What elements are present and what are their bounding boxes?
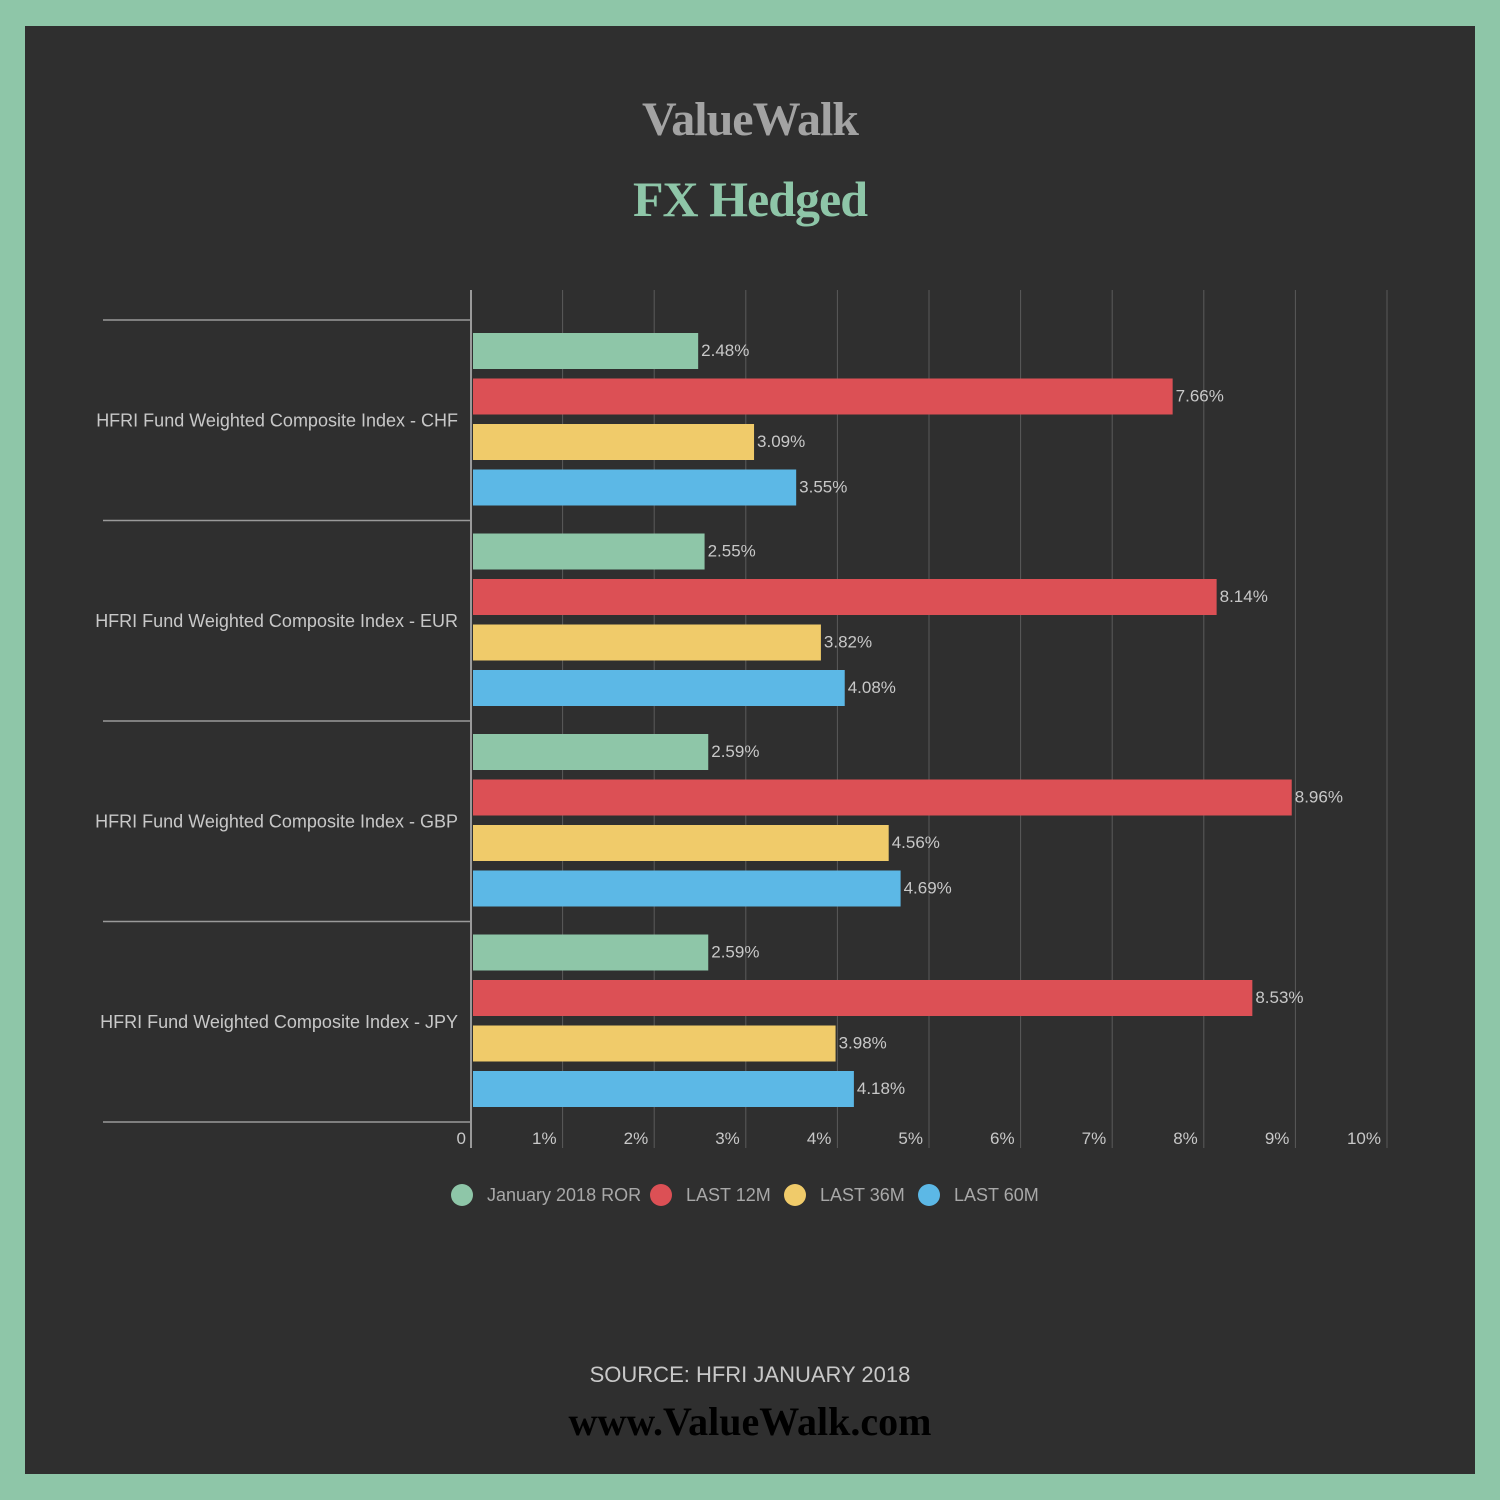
data-label: 4.18%	[857, 1079, 905, 1098]
legend-marker	[918, 1184, 940, 1206]
data-label: 8.96%	[1295, 788, 1343, 807]
legend-marker	[451, 1184, 473, 1206]
data-label: 8.53%	[1255, 988, 1303, 1007]
bar	[473, 980, 1253, 1016]
data-label: 8.14%	[1220, 587, 1268, 606]
data-label: 2.55%	[708, 542, 756, 561]
data-label: 3.55%	[799, 478, 847, 497]
x-tick-label: 2%	[624, 1129, 649, 1148]
x-tick-label: 0	[457, 1129, 466, 1148]
x-tick-label: 1%	[532, 1129, 557, 1148]
data-label: 3.82%	[824, 633, 872, 652]
legend-label: January 2018 ROR	[487, 1185, 641, 1205]
legend-marker	[784, 1184, 806, 1206]
bar	[473, 333, 699, 369]
bar	[473, 1025, 836, 1062]
bar	[473, 825, 889, 861]
legend-label: LAST 36M	[820, 1185, 905, 1205]
bar	[473, 424, 755, 460]
category-label: HFRI Fund Weighted Composite Index - EUR	[95, 611, 458, 631]
legend-label: LAST 60M	[954, 1185, 1039, 1205]
website-url: www.ValueWalk.com	[568, 1399, 932, 1444]
category-label: HFRI Fund Weighted Composite Index - CHF	[96, 410, 458, 430]
x-tick-label: 5%	[898, 1129, 923, 1148]
data-label: 2.59%	[711, 742, 759, 761]
data-label: 3.98%	[839, 1034, 887, 1053]
source-note: SOURCE: HFRI JANUARY 2018	[589, 1362, 911, 1387]
x-tick-label: 10%	[1347, 1129, 1381, 1148]
data-label: 7.66%	[1176, 387, 1224, 406]
data-label: 4.08%	[848, 678, 896, 697]
bar	[473, 378, 1173, 415]
x-tick-label: 4%	[807, 1129, 832, 1148]
bar	[473, 533, 705, 570]
data-label: 2.48%	[701, 341, 749, 360]
bar	[473, 670, 845, 706]
category-label: HFRI Fund Weighted Composite Index - GBP	[95, 811, 458, 831]
x-tick-label: 6%	[990, 1129, 1015, 1148]
data-label: 2.59%	[711, 943, 759, 962]
bar	[473, 1071, 854, 1107]
bar	[473, 734, 709, 770]
legend-label: LAST 12M	[686, 1185, 771, 1205]
x-tick-label: 3%	[715, 1129, 740, 1148]
data-label: 4.69%	[904, 879, 952, 898]
data-label: 4.56%	[892, 833, 940, 852]
chart-frame	[25, 26, 1475, 1474]
data-label: 3.09%	[757, 432, 805, 451]
bar	[473, 934, 709, 971]
category-label: HFRI Fund Weighted Composite Index - JPY	[100, 1012, 458, 1032]
brand-title: ValueWalk	[642, 93, 859, 146]
bar	[473, 870, 901, 907]
bar	[473, 469, 797, 506]
x-tick-label: 7%	[1082, 1129, 1107, 1148]
x-tick-label: 9%	[1265, 1129, 1290, 1148]
chart-title: FX Hedged	[632, 171, 868, 227]
bar	[473, 624, 821, 661]
bar	[473, 779, 1292, 816]
bar	[473, 579, 1217, 615]
legend-marker	[650, 1184, 672, 1206]
x-tick-label: 8%	[1173, 1129, 1198, 1148]
